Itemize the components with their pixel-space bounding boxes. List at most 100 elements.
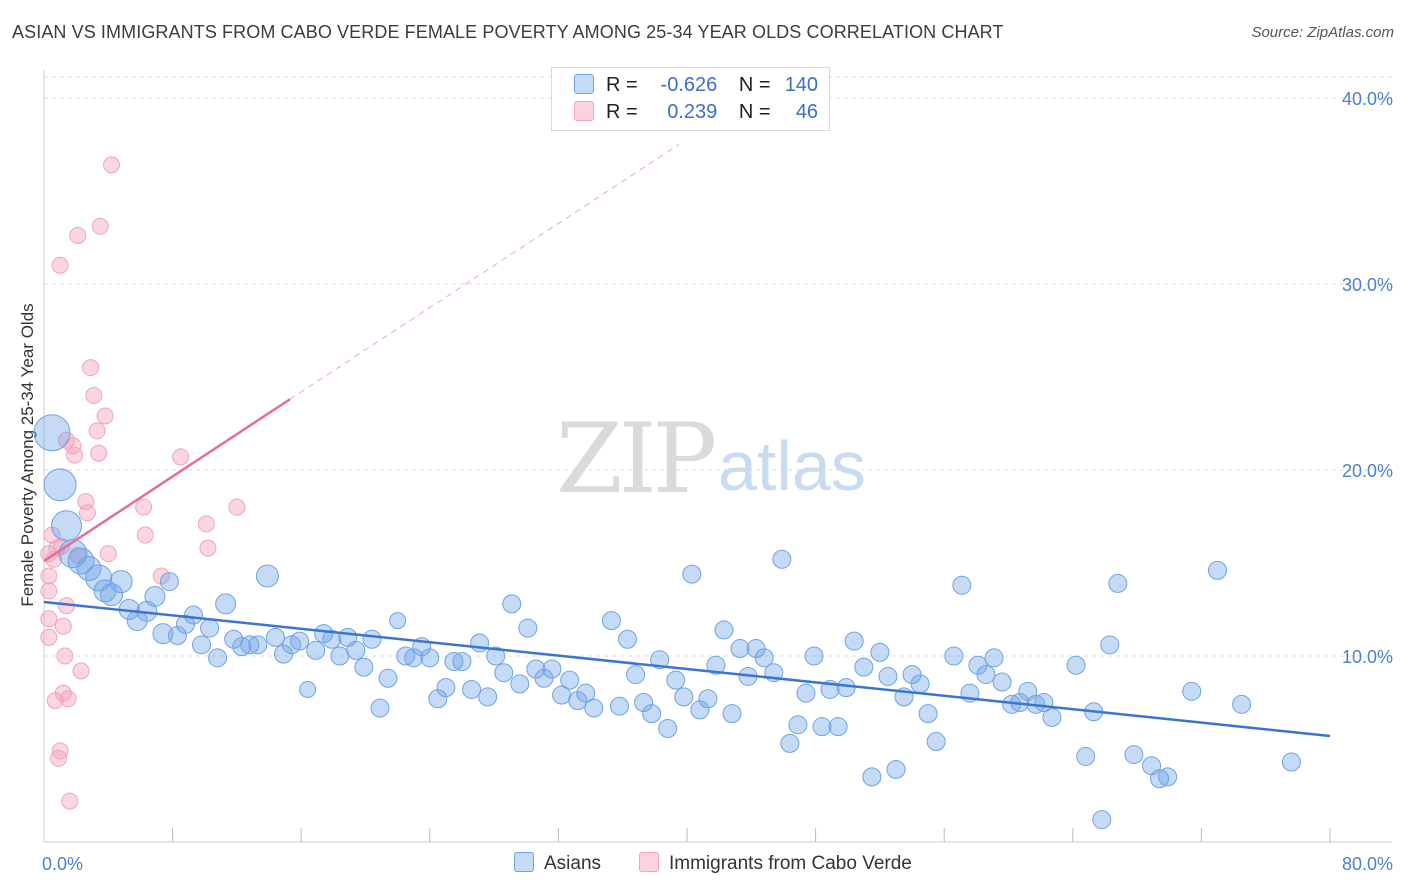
cabo-point: [40, 610, 58, 628]
asian-point: [926, 732, 946, 752]
asian-point: [698, 689, 718, 709]
asian-points: [33, 414, 1301, 830]
legend-row-asians: R = -0.626 N = 140: [574, 74, 818, 100]
asian-point: [1042, 707, 1062, 727]
y-tick-label: 40.0%: [1342, 89, 1393, 109]
asian-point: [43, 468, 77, 502]
n-label: N =: [738, 74, 771, 96]
asian-point: [626, 665, 646, 685]
n-value-asians: 140: [784, 74, 819, 96]
cabo-point: [135, 498, 153, 516]
asian-point: [992, 672, 1012, 692]
asian-point: [642, 704, 662, 724]
r-label: R =: [606, 101, 638, 123]
cabo-point: [56, 647, 74, 665]
y-tick-label: 20.0%: [1342, 461, 1393, 481]
n-value-cabo: 46: [795, 101, 819, 123]
cabo-point: [54, 684, 72, 702]
asian-point: [494, 663, 514, 683]
cabo-legend-swatch: [639, 852, 659, 872]
asian-point: [232, 637, 252, 657]
asian-point: [248, 635, 268, 655]
asian-point: [85, 564, 113, 592]
cabo-trend-extension: [289, 143, 680, 400]
asian-point: [299, 680, 317, 698]
asian-point: [144, 585, 166, 607]
watermark-atlas: atlas: [718, 427, 866, 505]
asian-point: [518, 618, 538, 638]
bottom-legend-asians: Asians: [514, 852, 601, 875]
cabo-point: [172, 448, 190, 466]
cabo-point: [69, 227, 87, 245]
chart-title: ASIAN VS IMMIGRANTS FROM CABO VERDE FEMA…: [12, 22, 1004, 42]
asian-point: [844, 631, 864, 651]
cabo-verde-points: [40, 156, 246, 810]
n-label: N =: [738, 101, 771, 123]
cabo-point: [66, 446, 84, 464]
r-label: R =: [606, 74, 638, 96]
watermark: ZIP atlas: [556, 403, 866, 515]
asian-point: [240, 635, 260, 655]
cabo-point: [96, 407, 114, 425]
asian-point: [290, 631, 310, 651]
asian-point: [378, 668, 398, 688]
asian-point: [510, 674, 530, 694]
asian-point: [650, 650, 670, 670]
r-value-cabo: 0.239: [667, 101, 718, 123]
cabo-point: [40, 582, 58, 600]
cabo-point: [40, 567, 58, 585]
cabo-point: [103, 156, 121, 174]
asian-point: [306, 640, 326, 660]
asian-point: [666, 670, 686, 690]
asian-point: [836, 678, 856, 698]
asian-point: [862, 767, 882, 787]
asian-point: [796, 683, 816, 703]
x-tick-label: 0.0%: [42, 854, 83, 874]
asian-point: [706, 655, 726, 675]
asian-point: [634, 692, 654, 712]
asian-point: [870, 642, 890, 662]
asian-point: [420, 648, 440, 668]
asian-point: [478, 687, 498, 707]
asian-point: [1076, 746, 1096, 766]
asian-point: [255, 564, 279, 588]
asian-point: [788, 715, 808, 735]
asian-point: [159, 572, 179, 592]
asian-point: [886, 759, 906, 779]
cabo-point: [90, 444, 108, 462]
cabo-point: [61, 792, 79, 810]
asian-point: [609, 696, 629, 716]
cabo-point: [228, 498, 246, 516]
r-value-asians: -0.626: [660, 74, 718, 96]
asian-point: [1100, 635, 1120, 655]
asian-point: [878, 666, 898, 686]
asian-point: [192, 635, 212, 655]
asian-point: [396, 646, 416, 666]
asian-point: [370, 698, 390, 718]
cabo-point: [51, 742, 69, 760]
cabo-point: [91, 217, 109, 235]
tick-labels: 10.0% 20.0% 30.0% 40.0% 0.0% 80.0%: [42, 89, 1393, 874]
asians-legend-label: Asians: [544, 853, 602, 874]
asian-point: [436, 678, 456, 698]
cabo-point: [99, 545, 117, 563]
asian-point: [584, 698, 604, 718]
asian-point: [1150, 769, 1170, 789]
cabo-point: [152, 567, 170, 585]
asian-point: [674, 687, 694, 707]
asian-point: [444, 652, 464, 672]
trend-lines: [43, 143, 1331, 738]
cabo-point: [88, 422, 106, 440]
asian-point: [690, 700, 710, 720]
asian-trend-line: [43, 600, 1331, 738]
asian-point: [167, 626, 187, 646]
asian-point: [452, 652, 472, 672]
asian-point: [658, 719, 678, 739]
asian-point: [330, 646, 350, 666]
y-tick-label: 10.0%: [1342, 647, 1393, 667]
asian-point: [1066, 655, 1086, 675]
cabo-point: [51, 256, 69, 274]
asian-point: [200, 618, 220, 638]
axes: [43, 70, 1392, 843]
